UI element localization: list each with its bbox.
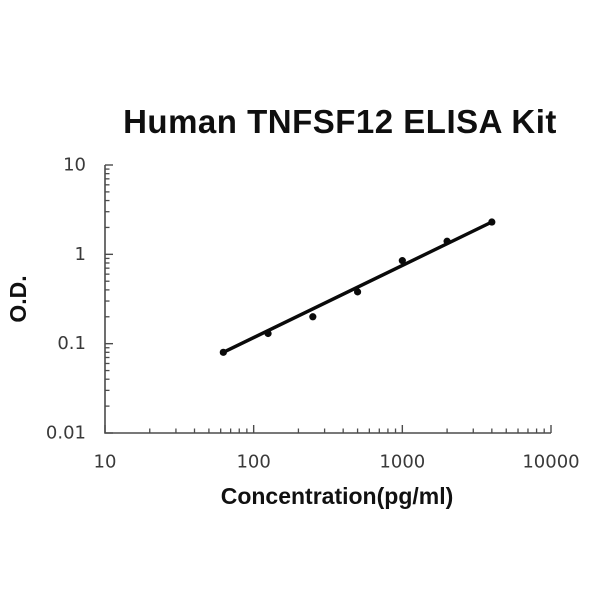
fit-line — [221, 220, 494, 355]
data-point-marker — [353, 288, 362, 296]
data-point-marker — [219, 348, 227, 356]
x-tick-label: 100 — [236, 452, 270, 473]
data-point-marker — [264, 329, 272, 338]
data-point-marker — [488, 218, 496, 226]
data-point-marker — [309, 313, 317, 321]
x-tick-label: 1000 — [379, 452, 425, 473]
data-point-marker — [398, 257, 406, 265]
y-tick-label: 0.01 — [46, 423, 86, 444]
y-tick-label: 0.1 — [57, 333, 86, 354]
axes-lines — [104, 165, 551, 434]
y-tick-label: 1 — [75, 244, 86, 265]
y-tick-label: 10 — [63, 155, 86, 176]
chart-title: Human TNFSF12 ELISA Kit — [123, 103, 557, 140]
x-tick-label: 10000 — [522, 452, 579, 473]
x-axis-title: Concentration(pg/ml) — [220, 483, 454, 509]
data-point-marker — [443, 237, 451, 245]
x-tick-label: 10 — [94, 452, 117, 473]
